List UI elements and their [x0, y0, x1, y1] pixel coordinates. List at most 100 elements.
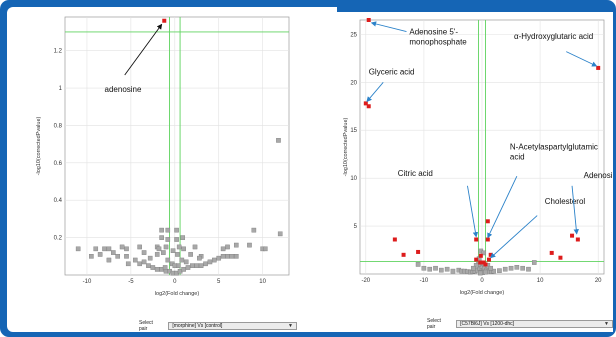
- data-point: [97, 252, 103, 257]
- significant-point: [478, 253, 483, 258]
- data-point: [124, 246, 129, 252]
- x-axis-label: log2(Fold change): [460, 290, 505, 296]
- data-point: [183, 259, 189, 265]
- data-point: [119, 244, 125, 250]
- x-tick-label: 10: [259, 279, 266, 285]
- data-point: [192, 244, 198, 250]
- data-point: [147, 255, 153, 261]
- data-point: [276, 138, 281, 143]
- data-point: [477, 270, 483, 276]
- y-axis-label: -log10(correctedPvalue): [36, 116, 42, 175]
- data-point: [89, 254, 94, 259]
- data-point: [93, 246, 99, 252]
- significant-point: [483, 262, 488, 267]
- significant-point: [474, 257, 479, 262]
- data-point: [174, 227, 179, 233]
- data-point: [194, 263, 200, 268]
- data-point: [137, 244, 142, 250]
- data-point: [124, 254, 129, 259]
- y-tick-label: 15: [350, 128, 357, 134]
- data-point: [163, 244, 169, 250]
- y-tick-label: 0.4: [54, 198, 63, 204]
- select-pair-label: Select pair: [139, 320, 153, 332]
- data-point: [514, 264, 520, 270]
- data-point: [439, 267, 444, 273]
- data-point: [481, 250, 487, 256]
- annotation-arrow: [467, 185, 479, 238]
- data-point: [277, 231, 283, 237]
- data-point: [141, 250, 147, 255]
- significant-point: [416, 249, 421, 254]
- data-point: [247, 242, 252, 248]
- annotation-arrow: [487, 176, 518, 239]
- data-point: [262, 246, 268, 252]
- x-tick-label: 0: [173, 279, 177, 285]
- data-point: [216, 255, 222, 261]
- x-tick-label: 0: [480, 278, 484, 284]
- annotation-label: Glyceric acid: [369, 68, 415, 77]
- data-point: [156, 246, 162, 252]
- plot-area: [64, 16, 290, 276]
- data-point: [526, 266, 531, 272]
- data-point: [75, 246, 81, 252]
- x-tick-label: -10: [83, 279, 92, 285]
- data-point: [520, 265, 525, 271]
- annotation-label: adenosine: [105, 85, 142, 94]
- data-point: [225, 244, 230, 250]
- y-tick-label: 0.6: [54, 161, 63, 167]
- chevron-down-icon: ▼: [288, 323, 293, 329]
- data-point: [176, 244, 182, 250]
- significant-point: [366, 18, 371, 22]
- x-tick-label: -5: [128, 279, 134, 285]
- pair-select-left[interactable]: [morphine] Vs [control] ▼: [168, 322, 297, 330]
- annotation-label: N-Acetylaspartylglutamic: [510, 142, 598, 151]
- data-point: [421, 265, 427, 271]
- data-point: [444, 266, 450, 272]
- data-point: [203, 261, 208, 267]
- data-point: [159, 227, 164, 233]
- data-point: [198, 263, 204, 268]
- data-point: [115, 254, 121, 259]
- data-point: [207, 259, 213, 265]
- data-point: [427, 266, 433, 272]
- annotation-arrow: [366, 82, 384, 103]
- data-point: [531, 260, 537, 265]
- data-point: [508, 265, 514, 271]
- data-point: [251, 227, 257, 233]
- annotation-label: α-Hydroxyglutaric acid: [514, 32, 593, 41]
- significant-point: [392, 237, 397, 242]
- volcano-plot-left: -10 -5 0 5 10 0.2 0.4 0.6 0.8 1 1.2 log2(Fold chang…: [36, 16, 290, 297]
- annotation-arrow: [571, 185, 579, 235]
- data-point: [488, 265, 494, 271]
- significant-point: [570, 233, 575, 238]
- data-point: [185, 265, 191, 270]
- panel-gap: [297, 7, 337, 332]
- significant-point: [478, 260, 483, 265]
- data-point: [212, 257, 217, 263]
- data-point: [132, 257, 138, 263]
- data-point: [233, 254, 239, 259]
- data-point: [174, 237, 179, 242]
- data-point: [150, 265, 156, 270]
- significant-point: [558, 255, 563, 260]
- x-axis-label: log2(Fold change): [155, 291, 200, 297]
- x-tick-label: -10: [420, 278, 429, 284]
- data-point: [450, 268, 456, 274]
- annotation-label: Adenosine: [584, 171, 613, 180]
- data-point: [179, 257, 185, 263]
- data-point: [106, 246, 112, 252]
- volcano-plot-right: -20 -10 0 10 20 5 10 15 20 25 log2(Fold change) -lo…: [343, 18, 613, 296]
- data-point: [111, 250, 116, 255]
- data-point: [181, 267, 186, 272]
- y-tick-label: 20: [350, 80, 357, 86]
- data-point: [197, 255, 202, 261]
- data-point: [502, 266, 508, 272]
- pair-select-right[interactable]: [C57Bl6J] Vs [1200-dhc] ▼: [456, 320, 613, 328]
- annotation-arrow: [566, 51, 598, 67]
- significant-point: [549, 250, 554, 255]
- y-tick-label: 1: [59, 86, 63, 92]
- data-point: [470, 265, 476, 271]
- x-tick-label: 5: [217, 279, 221, 285]
- data-point: [473, 263, 479, 268]
